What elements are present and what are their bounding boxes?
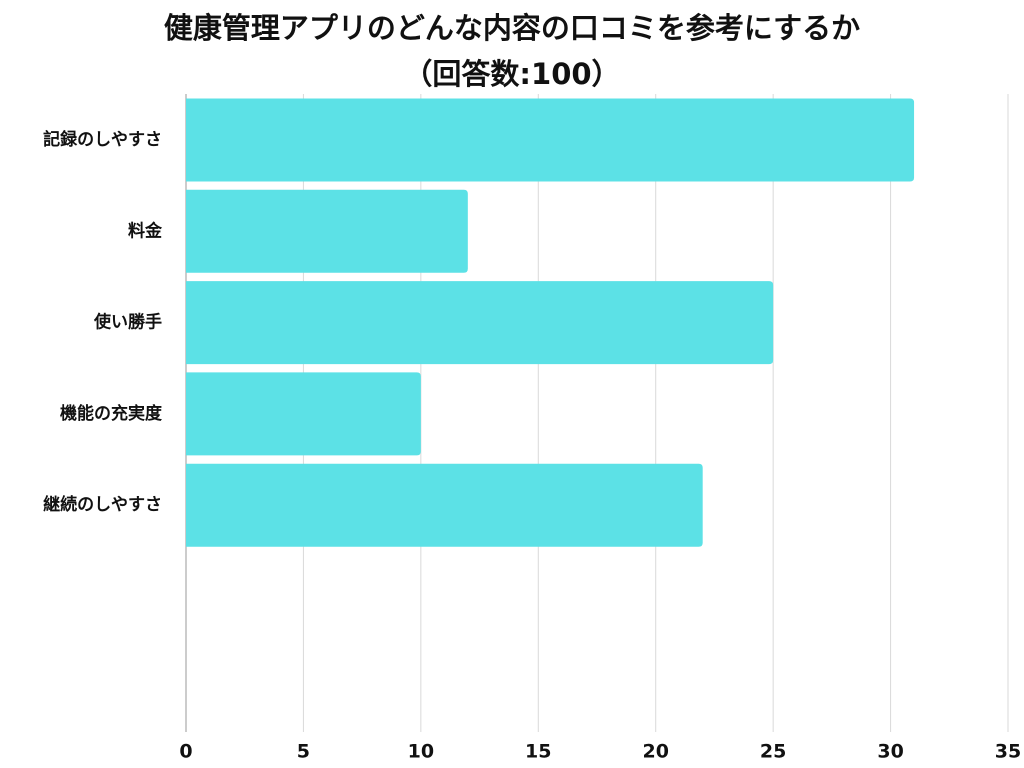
bar (186, 281, 774, 365)
chart-subtitle: （回答数:100） (403, 57, 620, 91)
x-tick-label: 25 (760, 741, 786, 763)
x-tick-label: 10 (408, 741, 434, 763)
bar (186, 463, 703, 547)
y-tick-label: 料金 (128, 220, 163, 241)
bar (186, 98, 915, 182)
bar (186, 189, 468, 273)
y-tick-label: 記録のしやすさ (43, 129, 162, 150)
chart-title: 健康管理アプリのどんな内容の口コミを参考にするか (164, 11, 860, 45)
x-tick-label: 30 (877, 741, 903, 763)
x-tick-label: 15 (525, 741, 551, 763)
y-tick-label: 使い勝手 (93, 312, 162, 333)
y-tick-label: 機能の充実度 (60, 403, 163, 424)
x-tick-label: 20 (642, 741, 668, 763)
x-tick-label: 35 (995, 741, 1021, 763)
bar (186, 372, 421, 456)
x-tick-label: 5 (297, 741, 310, 763)
x-tick-label: 0 (179, 741, 192, 763)
y-tick-label: 継続のしやすさ (43, 494, 162, 515)
